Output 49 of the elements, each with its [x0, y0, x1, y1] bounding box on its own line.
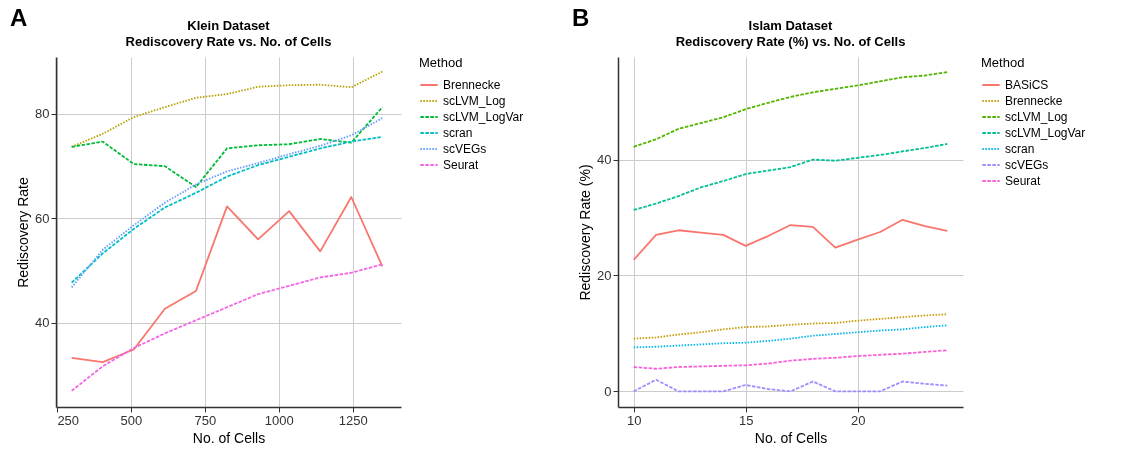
x-tick-label: 20 [850, 412, 866, 428]
x-tick-label: 750 [194, 412, 217, 428]
text: B [572, 4, 590, 32]
y-tick-label: 40 [597, 152, 612, 168]
legend-label: Brennecke [1005, 94, 1063, 108]
chart-subtitle: Rediscovery Rate vs. No. of Cells [125, 34, 332, 49]
y-tick-label: 20 [597, 267, 612, 283]
y-axis-title: Rediscovery Rate (%) [577, 164, 594, 301]
y-tick-label: 40 [35, 315, 50, 331]
chart-title: Islam Dataset [748, 18, 834, 33]
legend-label: scVEGs [443, 142, 487, 156]
line-series [632, 218, 949, 261]
legend-label: scLVM_LogVar [1005, 126, 1086, 140]
chart-title: Klein Dataset [187, 18, 271, 33]
legend-label: scran [443, 126, 473, 140]
x-tick-label: 15 [738, 412, 754, 428]
x-tick-label: 10 [626, 412, 642, 428]
line-series [70, 106, 384, 188]
x-tick-label: 1000 [264, 412, 294, 428]
x-axis-title: No. of Cells [192, 429, 266, 446]
line-series [632, 324, 949, 349]
x-axis-title: No. of Cells [754, 429, 828, 446]
y-tick-label: 0 [604, 383, 612, 399]
line-series [632, 143, 949, 211]
line-series [70, 196, 384, 363]
text: A [10, 4, 28, 32]
legend-label: Seurat [1005, 174, 1042, 188]
x-tick-label: 1250 [338, 412, 368, 428]
y-axis-title: Rediscovery Rate [15, 177, 32, 288]
y-tick-label: 80 [35, 106, 50, 122]
legend-title: Method [419, 55, 463, 70]
line-series [632, 378, 949, 393]
chart-subtitle: Rediscovery Rate (%) vs. No. of Cells [675, 34, 906, 49]
legend-label: scLVM_Log [443, 94, 506, 108]
y-tick-label: 60 [35, 210, 50, 226]
legend-label: BASiCS [1005, 78, 1049, 92]
legend-label: scran [1005, 142, 1035, 156]
legend-label: scVEGs [1005, 158, 1049, 172]
legend-label: Seurat [443, 158, 480, 172]
legend-label: scLVM_Log [1005, 110, 1068, 124]
line-series [632, 313, 949, 340]
line-series [632, 71, 949, 148]
line-series [70, 263, 384, 392]
legend-label: scLVM_LogVar [443, 110, 524, 124]
legend-title: Method [981, 55, 1025, 70]
x-tick-label: 500 [120, 412, 143, 428]
line-series [632, 349, 949, 370]
legend-label: Brennecke [443, 78, 501, 92]
x-tick-label: 250 [57, 412, 80, 428]
